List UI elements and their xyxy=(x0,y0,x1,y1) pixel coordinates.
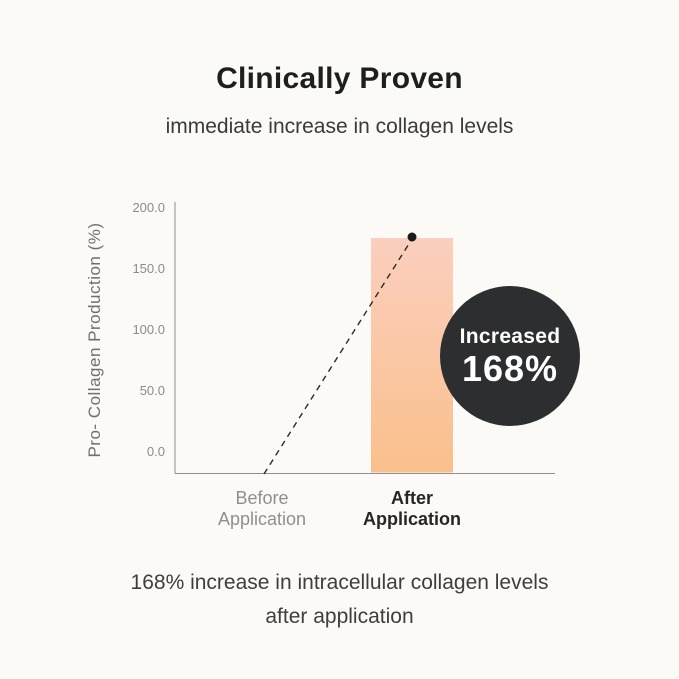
y-tick-label: 150.0 xyxy=(132,261,165,276)
trend-line xyxy=(263,238,413,475)
y-axis-title: Pro- Collagen Production (%) xyxy=(85,222,104,457)
caption-line-1: 168% increase in intracellular collagen … xyxy=(130,571,549,594)
x-label-after-application-line-1: After xyxy=(391,488,433,508)
y-tick-label: 50.0 xyxy=(140,383,165,398)
page-subtitle: immediate increase in collagen levels xyxy=(165,115,514,138)
trend-endpoint-dot xyxy=(407,232,417,242)
page-title: Clinically Proven xyxy=(216,62,463,95)
y-tick-label: 0.0 xyxy=(147,444,165,459)
x-label-before-application-line-1: Before xyxy=(235,488,288,508)
after-application-bar xyxy=(371,238,453,473)
x-label-after-application-line-2: Application xyxy=(363,509,461,529)
increase-badge-circle xyxy=(440,286,580,426)
increase-badge-label: Increased xyxy=(460,325,561,348)
caption-line-2: after application xyxy=(265,605,414,628)
y-tick-label: 200.0 xyxy=(132,200,165,215)
caption: 168% increase in intracellular collagen … xyxy=(0,566,679,634)
y-tick-label: 100.0 xyxy=(132,322,165,337)
increase-badge-value: 168% xyxy=(462,348,558,389)
x-label-before-application-line-2: Application xyxy=(218,509,306,529)
